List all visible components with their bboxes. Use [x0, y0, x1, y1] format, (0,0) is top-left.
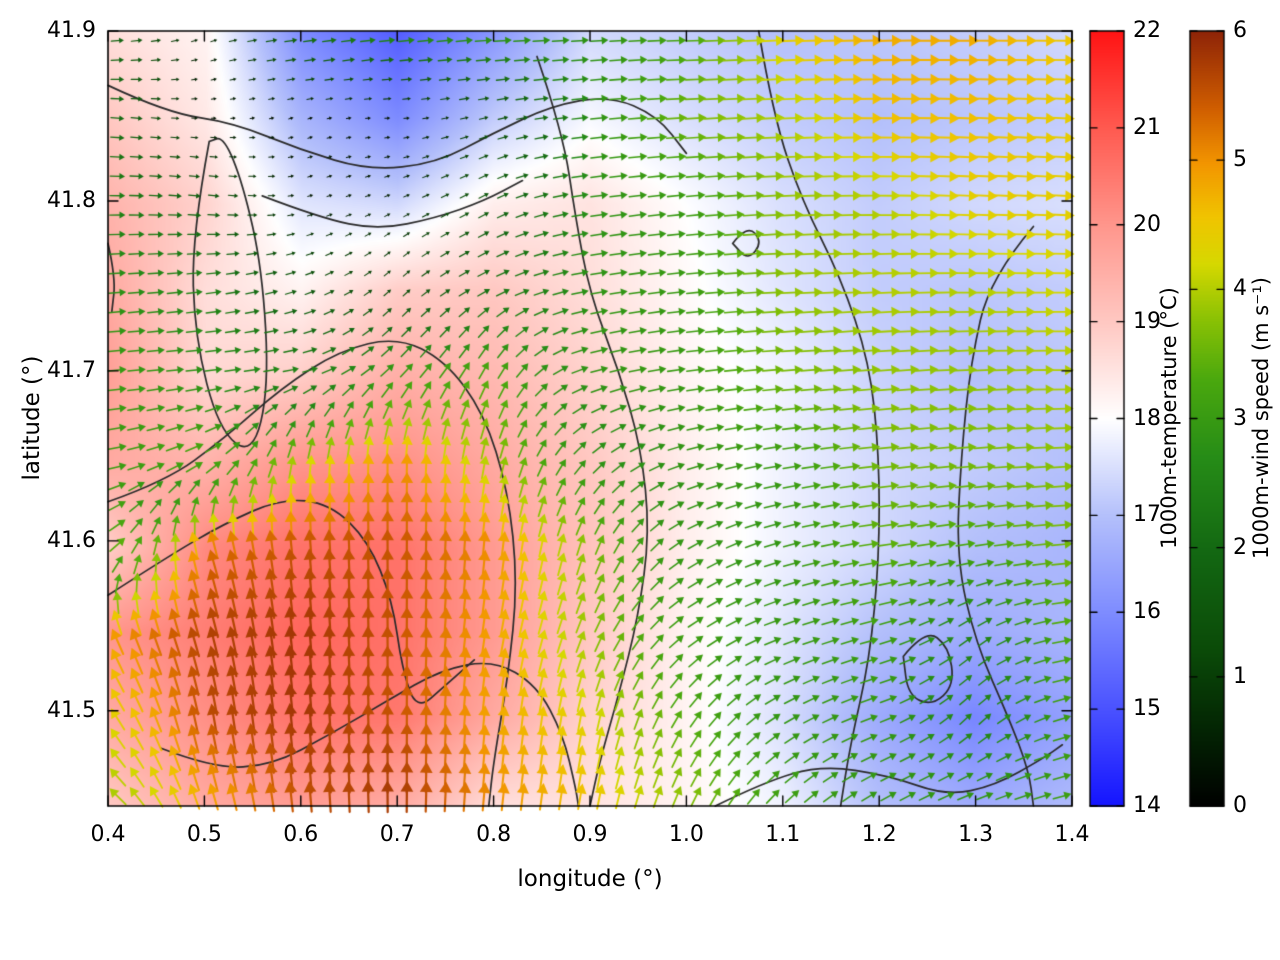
- temperature-colorbar-tick-label: 17: [1133, 502, 1161, 528]
- y-tick-label: 41.5: [47, 697, 96, 723]
- x-tick-label: 0.6: [283, 822, 319, 847]
- x-axis-title: longitude (°): [517, 866, 663, 892]
- y-tick-label: 41.7: [47, 357, 96, 383]
- temperature-colorbar-tick-label: 14: [1133, 793, 1161, 818]
- x-tick-label: 0.8: [476, 822, 512, 847]
- temperature-colorbar-tick-label: 19: [1133, 308, 1161, 334]
- wind-colorbar-tick-label: 6: [1233, 18, 1247, 43]
- y-tick-label: 41.9: [47, 18, 96, 43]
- x-tick-label: 0.4: [90, 822, 126, 847]
- wind-colorbar-tick-label: 3: [1233, 405, 1247, 431]
- temperature-colorbar-tick-label: 20: [1133, 211, 1161, 237]
- x-tick-label: 1.3: [958, 822, 994, 847]
- x-tick-label: 0.7: [379, 822, 415, 847]
- wind-colorbar-tick-label: 1: [1233, 663, 1247, 689]
- wind-colorbar-tick-label: 2: [1233, 534, 1247, 560]
- wind-colorbar-title: 1000m-wind speed (m s⁻¹): [1249, 277, 1273, 559]
- temperature-colorbar-tick-label: 16: [1133, 599, 1161, 625]
- temperature-colorbar-tick-label: 15: [1133, 696, 1161, 722]
- wind-colorbar-tick-label: 0: [1233, 793, 1247, 818]
- temperature-colorbar-tick-label: 22: [1133, 18, 1161, 43]
- x-tick-label: 1.1: [765, 822, 801, 847]
- y-tick-label: 41.6: [47, 527, 96, 553]
- x-tick-label: 0.9: [572, 822, 608, 847]
- y-axis-title: latitude (°): [19, 355, 45, 481]
- x-tick-label: 1.0: [668, 822, 704, 847]
- x-tick-label: 1.4: [1054, 822, 1090, 847]
- x-tick-label: 1.2: [861, 822, 897, 847]
- y-tick-label: 41.8: [47, 187, 96, 213]
- temperature-colorbar-tick-label: 18: [1133, 405, 1161, 431]
- x-tick-label: 0.5: [186, 822, 222, 847]
- wind-colorbar-tick-label: 4: [1233, 276, 1247, 302]
- wind-colorbar-tick-label: 5: [1233, 147, 1247, 173]
- temperature-colorbar-tick-label: 21: [1133, 114, 1161, 140]
